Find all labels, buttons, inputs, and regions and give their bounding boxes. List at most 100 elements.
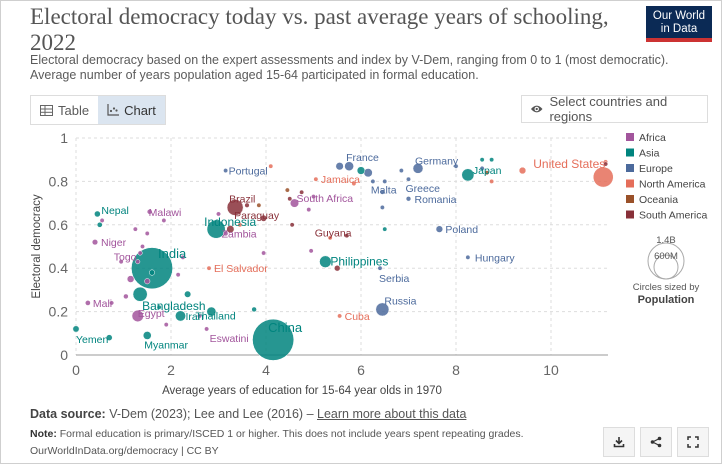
- data-point: [268, 163, 274, 169]
- owid-logo[interactable]: Our World in Data: [646, 6, 712, 42]
- point-label: Mali: [93, 298, 112, 310]
- point-label: Niger: [101, 237, 127, 249]
- size-legend-small-circle: [653, 254, 679, 280]
- data-source-text: V-Dem (2023); Lee and Lee (2016) –: [109, 407, 314, 421]
- point-label: Jamaica: [321, 174, 360, 186]
- point-label: Portugal: [229, 166, 268, 178]
- source-url[interactable]: OurWorldInData.org/democracy | CC BY: [30, 445, 219, 457]
- legend-swatch: [626, 164, 634, 172]
- data-point: [132, 226, 138, 232]
- data-point: [204, 326, 210, 332]
- y-tick-label: 0.6: [49, 217, 69, 233]
- legend-swatch: [626, 179, 634, 188]
- data-point: [132, 286, 148, 302]
- view-tabs: Table Chart: [30, 95, 166, 125]
- data-point: [206, 265, 212, 271]
- x-tick-label: 0: [72, 362, 80, 378]
- subtitle-line-1: Electoral democracy based on the expert …: [30, 53, 669, 67]
- data-point: [137, 250, 143, 256]
- data-point: [109, 300, 115, 306]
- data-point: [306, 207, 312, 213]
- x-tick-label: 2: [167, 362, 175, 378]
- x-tick-label: 10: [543, 362, 559, 378]
- data-point: [163, 322, 169, 328]
- data-point: [206, 306, 217, 317]
- data-point: [85, 300, 91, 306]
- data-point: [175, 310, 186, 322]
- note: Note: Formal education is primary/ISCED …: [30, 428, 524, 440]
- data-point: [287, 196, 293, 202]
- point-label: Germany: [415, 155, 459, 167]
- data-point: [479, 157, 485, 163]
- download-icon: [613, 437, 625, 448]
- size-legend-small-value: 600M: [654, 251, 678, 262]
- point-label: Cuba: [345, 311, 370, 323]
- point-label: France: [346, 152, 379, 164]
- point-label: Iran: [186, 311, 204, 323]
- point-label: Bangladesh: [142, 299, 205, 313]
- point-label: Guyana: [315, 228, 352, 240]
- data-point: [379, 189, 385, 195]
- data-point: [351, 181, 357, 187]
- point-label: South Africa: [297, 193, 354, 205]
- tab-table[interactable]: Table: [31, 96, 98, 124]
- data-point: [484, 170, 490, 176]
- data-point: [334, 265, 341, 272]
- data-point: [344, 161, 354, 171]
- tab-chart[interactable]: Chart: [98, 96, 165, 124]
- data-point: [465, 254, 471, 260]
- point-label: Indonesia: [204, 215, 256, 229]
- data-point: [289, 198, 300, 208]
- data-point: [603, 161, 609, 167]
- y-axis-label: Electoral democracy: [31, 194, 43, 298]
- legend-label: North America: [639, 179, 706, 191]
- select-countries-button[interactable]: Select countries and regions: [521, 94, 708, 124]
- data-point: [335, 162, 344, 171]
- point-label: Poland: [445, 224, 478, 236]
- data-point: [72, 325, 80, 333]
- point-label: Hungary: [475, 252, 515, 264]
- x-tick-label: 4: [262, 362, 270, 378]
- data-point: [175, 272, 181, 278]
- data-point: [337, 313, 343, 319]
- data-point: [377, 265, 383, 271]
- data-point: [308, 248, 314, 254]
- fullscreen-icon: [687, 436, 699, 448]
- data-point: [289, 222, 295, 228]
- learn-more-link[interactable]: Learn more about this data: [317, 407, 467, 421]
- data-point: [197, 313, 202, 319]
- legend-swatch: [626, 133, 634, 141]
- point-label: El Salvador: [214, 263, 268, 275]
- select-countries-label: Select countries and regions: [549, 94, 668, 124]
- point-label: India: [158, 246, 187, 261]
- data-point: [135, 259, 141, 265]
- data-point: [142, 331, 152, 340]
- logo-bar: [646, 38, 712, 42]
- data-point: [356, 166, 366, 175]
- legend-label: Europe: [639, 163, 673, 175]
- data-point: [327, 235, 333, 241]
- data-point: [592, 166, 614, 188]
- download-button[interactable]: [603, 427, 635, 457]
- data-point: [223, 168, 229, 173]
- y-tick-label: 0: [60, 347, 68, 363]
- share-icon: [650, 436, 662, 448]
- share-button[interactable]: [640, 427, 672, 457]
- point-label: Japan: [473, 165, 502, 177]
- data-point: [131, 309, 144, 322]
- data-point: [518, 166, 527, 175]
- legend-label: Africa: [639, 132, 666, 144]
- data-point: [375, 302, 390, 317]
- data-point: [161, 218, 167, 223]
- data-point: [123, 293, 129, 300]
- data-source-label: Data source:: [30, 407, 106, 421]
- fullscreen-button[interactable]: [677, 427, 709, 457]
- x-axis-label: Average years of education for 15-64 yea…: [162, 385, 442, 397]
- size-legend-caption-bold: Population: [638, 294, 695, 306]
- legend-label: Oceania: [639, 194, 678, 206]
- y-tick-label: 1: [60, 130, 68, 146]
- data-point: [251, 306, 257, 313]
- y-tick-label: 0.2: [49, 304, 69, 320]
- point-label: Greece: [406, 183, 441, 195]
